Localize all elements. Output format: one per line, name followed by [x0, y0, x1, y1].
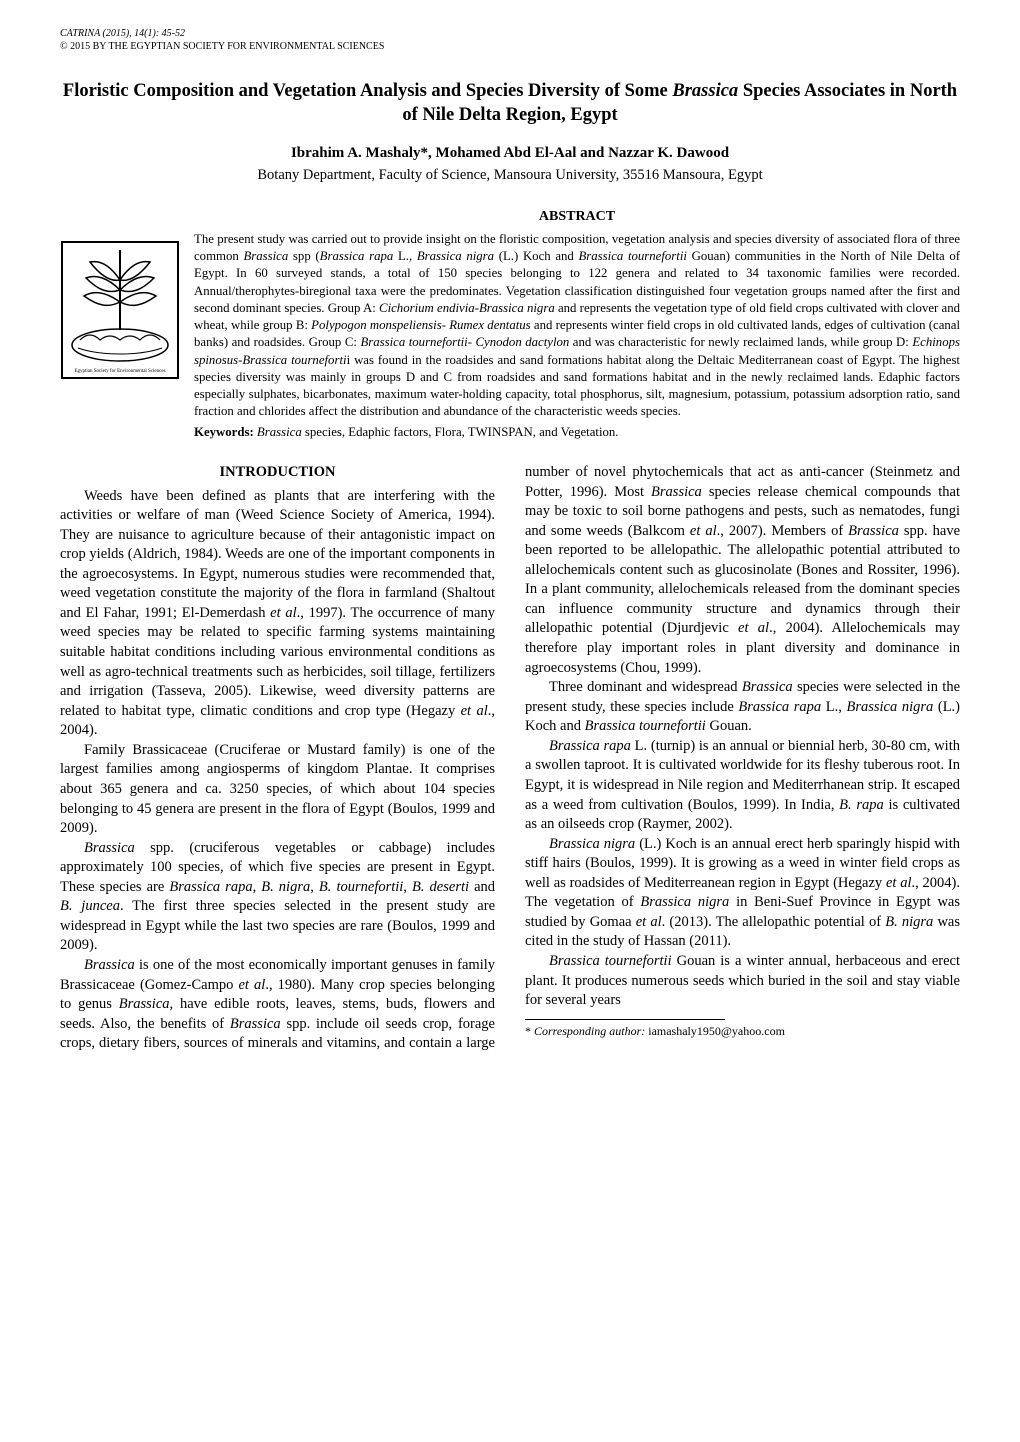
paragraph: Family Brassicaceae (Cruciferae or Musta… [60, 741, 495, 839]
society-logo: Egyptian Society for Environmental Scien… [60, 240, 180, 380]
corresponding-author-footnote: * Corresponding author: iamashaly1950@ya… [525, 1023, 960, 1039]
journal-line-1: CATRINA (2015), 14(1): 45-52 [60, 28, 960, 41]
abstract-block: Egyptian Society for Environmental Scien… [60, 208, 960, 441]
authors: Ibrahim A. Mashaly*, Mohamed Abd El-Aal … [60, 143, 960, 163]
paper-title: Floristic Composition and Vegetation Ana… [60, 79, 960, 127]
abstract-body: The present study was carried out to pro… [194, 231, 960, 421]
footnote-rule [525, 1019, 725, 1020]
svg-text:Egyptian Society for Environme: Egyptian Society for Environmental Scien… [74, 369, 165, 374]
intro-heading: INTRODUCTION [60, 463, 495, 483]
paragraph: Brassica nigra (L.) Koch is an annual er… [525, 835, 960, 952]
affiliation: Botany Department, Faculty of Science, M… [60, 166, 960, 186]
journal-meta: CATRINA (2015), 14(1): 45-52 © 2015 BY T… [60, 28, 960, 53]
paragraph: Brassica spp. (cruciferous vegetables or… [60, 839, 495, 956]
abstract-text: ABSTRACT The present study was carried o… [194, 208, 960, 441]
society-logo-icon: Egyptian Society for Environmental Scien… [60, 240, 180, 380]
intro-body: Weeds have been defined as plants that a… [60, 463, 960, 1054]
keywords: Keywords: Brassica species, Edaphic fact… [194, 424, 960, 441]
paragraph: Brassica rapa L. (turnip) is an annual o… [525, 737, 960, 835]
abstract-heading: ABSTRACT [194, 208, 960, 227]
journal-line-2: © 2015 BY THE EGYPTIAN SOCIETY FOR ENVIR… [60, 41, 960, 54]
paragraph: Weeds have been defined as plants that a… [60, 487, 495, 741]
paragraph: Brassica tournefortii Gouan is a winter … [525, 952, 960, 1011]
paragraph: Three dominant and widespread Brassica s… [525, 678, 960, 737]
body-columns: INTRODUCTION Weeds have been defined as … [60, 463, 960, 1054]
